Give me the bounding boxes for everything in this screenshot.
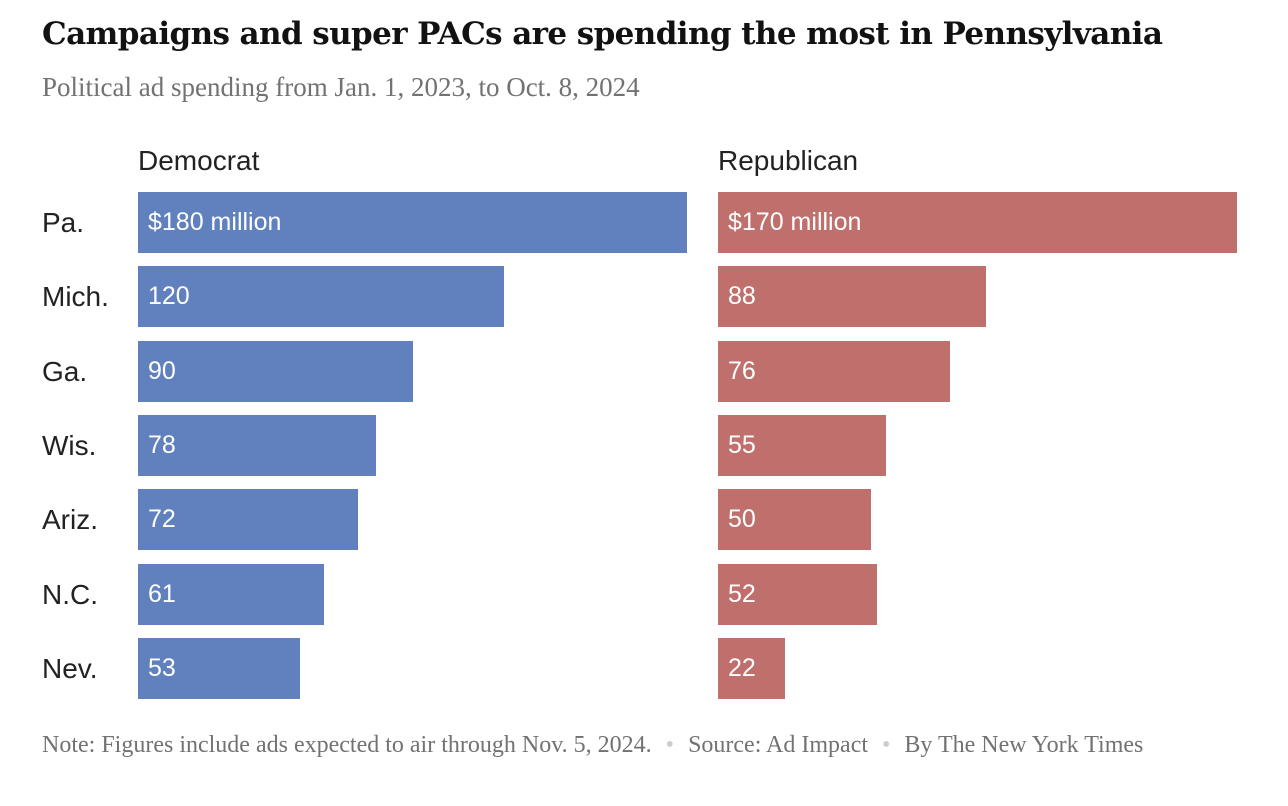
data-label: 53: [148, 653, 176, 682]
bar-democrat: [138, 414, 376, 476]
category-label: Wis.: [42, 429, 97, 461]
category-label: Pa.: [42, 207, 85, 238]
data-label: 88: [728, 282, 756, 311]
category-label: Ariz.: [42, 504, 98, 536]
bar-democrat: [138, 489, 358, 551]
bar-republican: [718, 414, 886, 476]
bar-republican: [718, 192, 1237, 253]
bar-republican: [718, 340, 950, 402]
source-text: Source: Ad Impact: [688, 732, 869, 758]
series-label-republican: Republican: [718, 145, 859, 176]
bar-democrat: [138, 266, 504, 328]
data-label: 55: [728, 430, 756, 459]
category-label: Mich.: [42, 281, 109, 313]
series-label-democrat: Democrat: [138, 145, 260, 176]
bar-democrat: [138, 563, 325, 625]
chart-title: Campaigns and super PACs are spending th…: [42, 16, 1163, 52]
bar-democrat: [138, 637, 300, 699]
note-text: Note: Figures include ads expected to ai…: [42, 732, 652, 758]
data-label: $170 million: [728, 208, 862, 236]
bar-democrat: [138, 340, 413, 402]
bar-republican: [718, 637, 786, 699]
data-label: 120: [148, 282, 190, 311]
data-label: 72: [148, 505, 176, 534]
bar-republican: [718, 489, 871, 551]
separator-dot: •: [665, 732, 675, 758]
byline-text: By The New York Times: [904, 732, 1144, 758]
category-label: N.C.: [42, 578, 98, 610]
category-label: Nev.: [42, 652, 98, 684]
bar-democrat: [138, 192, 687, 253]
data-label: 50: [728, 505, 756, 534]
bar-republican: [718, 266, 987, 328]
data-label: 22: [728, 653, 756, 682]
data-label: 52: [728, 579, 756, 608]
footer-note: Note: Figures include ads expected to ai…: [42, 728, 1222, 763]
data-label: 76: [728, 356, 756, 385]
bar-republican: [718, 563, 877, 625]
data-label: 78: [148, 430, 176, 459]
chart-subtitle: Political ad spending from Jan. 1, 2023,…: [42, 72, 640, 102]
data-label: 61: [148, 579, 176, 608]
data-label: $180 million: [148, 208, 282, 236]
separator-dot: •: [882, 732, 891, 758]
category-label: Ga.: [42, 355, 88, 387]
data-label: 90: [148, 356, 176, 385]
